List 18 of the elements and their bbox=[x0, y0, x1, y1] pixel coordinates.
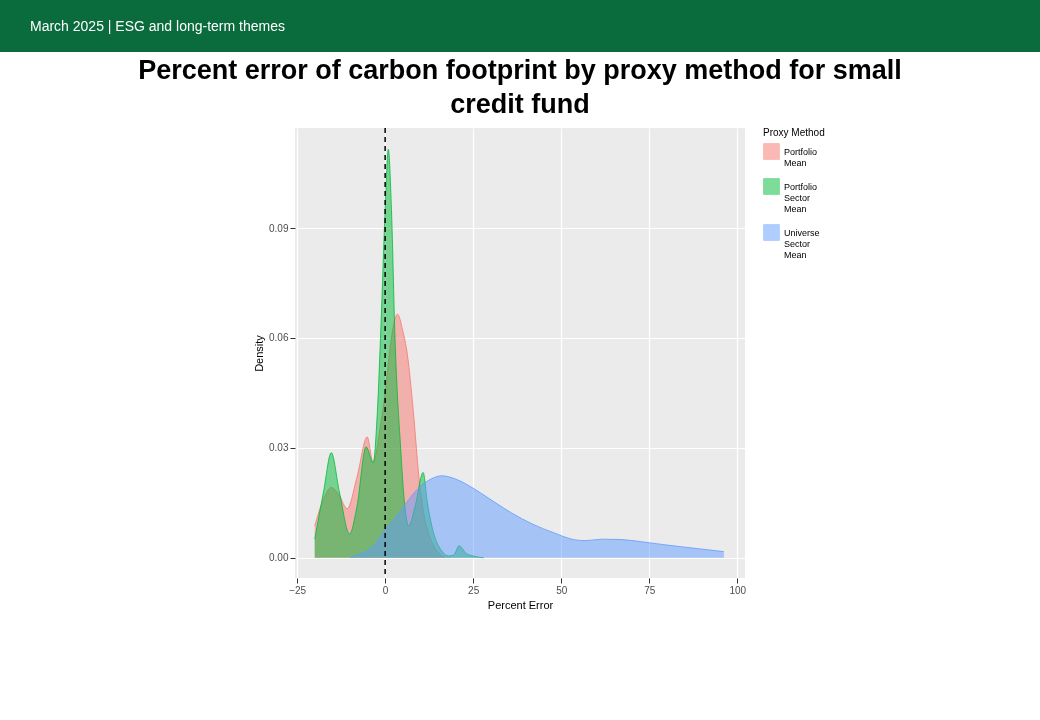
x-tick-label: 50 bbox=[556, 584, 568, 596]
x-tick-label: 75 bbox=[644, 584, 656, 596]
y-tick-label: 0.06 bbox=[269, 332, 289, 344]
y-axis-title: Density bbox=[253, 334, 266, 372]
x-tick-label: −25 bbox=[289, 584, 307, 596]
x-tick-label: 0 bbox=[382, 584, 389, 596]
legend-label: Portfolio Mean bbox=[784, 146, 818, 168]
x-axis-title: Percent Error bbox=[487, 598, 554, 611]
y-tick-label: 0.09 bbox=[269, 222, 289, 234]
legend-label: Portfolio Sector Mean bbox=[784, 181, 818, 214]
x-tick-label: 25 bbox=[468, 584, 480, 596]
text: March 2025 | ESG and long-term themes bbox=[30, 18, 285, 34]
x-tick-label: 100 bbox=[729, 584, 747, 596]
legend-label: Universe Sector Mean bbox=[784, 227, 820, 260]
y-tick-label: 0.00 bbox=[269, 552, 289, 564]
legend-title: Proxy Method bbox=[763, 127, 825, 138]
y-tick-label: 0.03 bbox=[269, 442, 289, 454]
chart-title: Percent error of carbon footprint by proxy method for small credit fund bbox=[138, 55, 902, 120]
